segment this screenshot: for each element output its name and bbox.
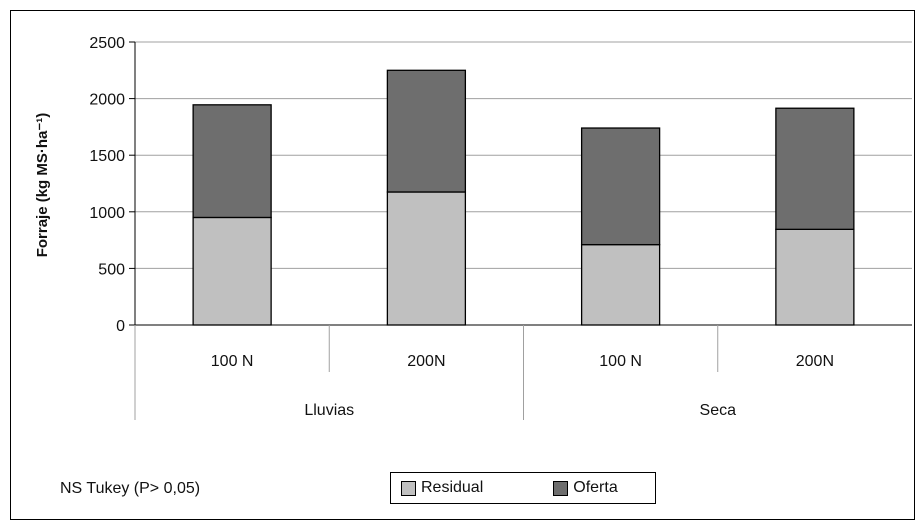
- bar-oferta-2: [386, 69, 467, 193]
- footnote: NS Tukey (P> 0,05): [60, 480, 201, 497]
- x-tick-label: 200N: [407, 353, 445, 370]
- chart-frame: [10, 10, 915, 520]
- x-tick-label: 200N: [796, 353, 834, 370]
- bar-oferta-1: [192, 104, 272, 219]
- y-tick-label: 0: [116, 318, 125, 335]
- bar-residual-4: [775, 228, 855, 326]
- bar-oferta-3: [580, 127, 661, 246]
- bar-oferta-4: [775, 107, 855, 230]
- y-tick-label: 1000: [89, 205, 125, 222]
- y-tick-label: 500: [98, 261, 125, 278]
- legend-label-oferta: Oferta: [573, 479, 618, 496]
- legend-item-oferta: Oferta: [553, 479, 618, 497]
- y-tick-label: 1500: [89, 148, 125, 165]
- legend: Residual Oferta: [390, 472, 656, 504]
- bar-residual-1: [192, 216, 272, 326]
- bar-residual-2: [386, 191, 467, 326]
- group-label: Seca: [700, 402, 737, 419]
- legend-item-residual: Residual: [401, 479, 483, 497]
- legend-swatch-residual: [401, 480, 416, 496]
- legend-label-residual: Residual: [421, 479, 484, 496]
- group-label: Lluvias: [304, 402, 354, 419]
- x-tick-label: 100 N: [211, 353, 254, 370]
- y-tick-label: 2000: [89, 92, 125, 109]
- legend-swatch-oferta: [553, 480, 569, 496]
- y-axis-label: Forraje (kg MS·ha⁻¹): [34, 113, 51, 258]
- x-tick-label: 100 N: [599, 353, 642, 370]
- bar-residual-3: [580, 243, 661, 326]
- y-tick-label: 2500: [89, 35, 125, 52]
